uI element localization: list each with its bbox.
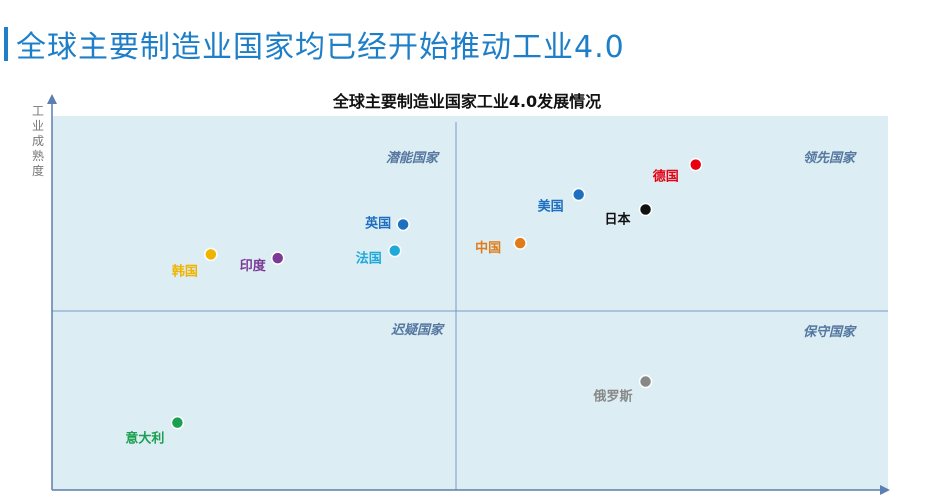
- data-point-label: 美国: [538, 199, 564, 215]
- data-point: [388, 243, 402, 258]
- data-point-label: 中国: [475, 240, 501, 256]
- quadrant-label: 保守国家: [803, 324, 857, 340]
- data-point: [204, 247, 218, 262]
- data-point-label: 韩国: [172, 263, 198, 279]
- y-axis-arrow: [47, 94, 57, 104]
- data-point-label: 德国: [653, 169, 679, 185]
- heading-accent-bar: [4, 27, 8, 61]
- data-point-label: 英国: [364, 215, 391, 231]
- heading-text: 全球主要制造业国家均已经开始推动工业4.0: [16, 30, 625, 65]
- data-point: [688, 157, 703, 172]
- page-heading: 全球主要制造业国家均已经开始推动工业4.0: [0, 24, 625, 65]
- chart-title: 全球主要制造业国家工业4.0发展情况: [332, 92, 602, 111]
- data-point-label: 印度: [240, 258, 267, 274]
- data-point: [396, 217, 410, 232]
- data-point: [170, 415, 185, 430]
- data-point: [638, 374, 653, 389]
- y-axis-label: 工业成熟度: [31, 104, 44, 178]
- data-point-label: 日本: [605, 212, 631, 228]
- data-point: [513, 236, 527, 250]
- quadrant-label: 潜能国家: [386, 150, 440, 166]
- data-point-label: 意大利: [125, 431, 164, 447]
- data-point: [638, 202, 653, 217]
- data-point: [571, 187, 586, 202]
- quadrant-label: 领先国家: [803, 150, 857, 166]
- data-point-label: 法国: [356, 251, 382, 267]
- plot-area-background: [52, 116, 888, 490]
- quadrant-label: 迟疑国家: [391, 322, 445, 338]
- x-axis-arrow: [880, 485, 890, 495]
- data-point-label: 俄罗斯: [593, 389, 633, 405]
- data-point: [270, 251, 285, 265]
